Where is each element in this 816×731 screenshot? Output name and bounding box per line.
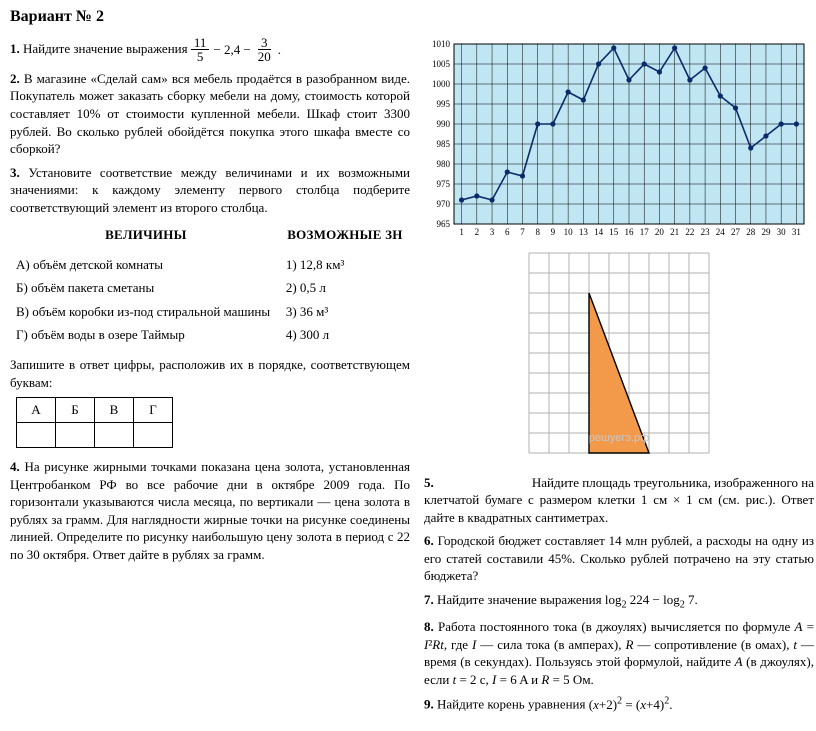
grid-header: В: [95, 398, 134, 423]
svg-text:970: 970: [437, 199, 451, 209]
q1-expression: 11 5 − 2,4 − 3 20 .: [191, 36, 281, 64]
q5-number: 5.: [424, 474, 434, 492]
svg-text:16: 16: [625, 227, 635, 237]
svg-text:29: 29: [761, 227, 771, 237]
q8: 8. Работа постоянного тока (в джоулях) в…: [424, 618, 814, 688]
grid-cell: [56, 423, 95, 448]
svg-text:9: 9: [551, 227, 556, 237]
q9-expression: (x+2)2 = (x+4)2.: [589, 697, 673, 712]
left-column: 1. Найдите значение выражения 11 5 − 2,4…: [10, 36, 410, 720]
q9-text: Найдите корень уравнения: [437, 697, 589, 712]
match-cell-right: 2) 0,5 л: [282, 277, 408, 299]
q7-text: Найдите значение выражения: [437, 592, 605, 607]
match-cell-left: Б) объём пакета сметаны: [12, 277, 280, 299]
q7-expression: log2 224 − log2 7.: [605, 592, 698, 607]
q1-frac2: 3 20: [255, 36, 274, 64]
q2-number: 2.: [10, 71, 24, 86]
q7: 7. Найдите значение выражения log2 224 −…: [424, 591, 814, 612]
svg-text:990: 990: [437, 119, 451, 129]
q6-text: Городской бюджет составляет 14 млн рубле…: [424, 533, 814, 583]
q3-number: 3.: [10, 165, 28, 180]
q1-text: Найдите значение выражения: [23, 41, 188, 56]
q2-text: В магазине «Сделай сам» вся мебель прода…: [10, 71, 410, 156]
svg-text:22: 22: [685, 227, 694, 237]
q7-number: 7.: [424, 592, 437, 607]
right-column: 9659709759809859909951000100510101236789…: [424, 36, 814, 720]
svg-text:1000: 1000: [432, 79, 451, 89]
svg-text:985: 985: [437, 139, 451, 149]
svg-text:980: 980: [437, 159, 451, 169]
svg-text:1005: 1005: [432, 59, 451, 69]
q2: 2. В магазине «Сделай сам» вся мебель пр…: [10, 70, 410, 158]
svg-text:965: 965: [437, 219, 451, 229]
q8-number: 8.: [424, 619, 438, 634]
q3-text: Установите соответствие между величинами…: [10, 165, 410, 215]
svg-text:7: 7: [520, 227, 525, 237]
q9: 9. Найдите корень уравнения (x+2)2 = (x+…: [424, 694, 814, 713]
match-table: ВЕЛИЧИНЫ ВОЗМОЖНЫЕ ЗН А) объём детской к…: [10, 222, 410, 348]
match-cell-left: В) объём коробки из-под стиральной машин…: [12, 301, 280, 323]
grid-header: Г: [134, 398, 173, 423]
q6: 6. Городской бюджет составляет 14 млн ру…: [424, 532, 814, 585]
svg-text:975: 975: [437, 179, 451, 189]
variant-title: Вариант № 2: [10, 6, 798, 28]
q5-tail: клетчатой бумаге с размером клетки 1 см …: [424, 491, 814, 526]
q4-number: 4.: [10, 459, 24, 474]
q4: 4. На рисунке жирными точками показана ц…: [10, 458, 410, 563]
page: Вариант № 2 1. Найдите значение выражени…: [0, 0, 816, 731]
svg-text:13: 13: [579, 227, 589, 237]
q5-text-start: Найдите площадь треугольника, изображенн…: [532, 474, 814, 492]
svg-text:1010: 1010: [432, 39, 451, 49]
chart-svg: 9659709759809859909951000100510101236789…: [424, 36, 814, 246]
svg-text:24: 24: [716, 227, 726, 237]
svg-text:21: 21: [670, 227, 679, 237]
q9-number: 9.: [424, 697, 437, 712]
after-table-note: Запишите в ответ цифры, расположив их в …: [10, 356, 410, 391]
triangle-figure: решуегэ.рф: [424, 252, 814, 470]
match-header-left: ВЕЛИЧИНЫ: [12, 224, 280, 252]
q3: 3. Установите соответствие между величин…: [10, 164, 410, 217]
svg-text:1: 1: [459, 227, 464, 237]
q1-frac1: 11 5: [191, 36, 210, 64]
svg-text:решуегэ.рф: решуегэ.рф: [589, 432, 649, 444]
svg-text:30: 30: [777, 227, 787, 237]
svg-text:2: 2: [475, 227, 480, 237]
grid-cell: [95, 423, 134, 448]
svg-text:17: 17: [640, 227, 650, 237]
gold-price-chart: 9659709759809859909951000100510101236789…: [424, 36, 814, 246]
svg-text:3: 3: [490, 227, 495, 237]
svg-text:28: 28: [746, 227, 756, 237]
svg-text:8: 8: [535, 227, 540, 237]
match-cell-left: Г) объём воды в озере Таймыр: [12, 324, 280, 346]
match-cell-right: 3) 36 м³: [282, 301, 408, 323]
svg-text:31: 31: [792, 227, 801, 237]
grid-header: Б: [56, 398, 95, 423]
svg-text:20: 20: [655, 227, 665, 237]
grid-cell: [17, 423, 56, 448]
q1-number: 1.: [10, 41, 23, 56]
match-header-right: ВОЗМОЖНЫЕ ЗН: [282, 224, 408, 252]
svg-text:15: 15: [609, 227, 619, 237]
grid-header: А: [17, 398, 56, 423]
match-cell-right: 4) 300 л: [282, 324, 408, 346]
grid-cell: [134, 423, 173, 448]
q4-text: На рисунке жирными точками показана цена…: [10, 459, 410, 562]
match-cell-left: А) объём детской комнаты: [12, 254, 280, 276]
answer-grid: АБВГ: [16, 397, 173, 448]
svg-text:995: 995: [437, 99, 451, 109]
svg-text:14: 14: [594, 227, 604, 237]
q5: 5. Найдите площадь треугольника, изображ…: [424, 474, 814, 492]
svg-text:6: 6: [505, 227, 510, 237]
q8-text-full: Работа постоянного тока (в джоулях) вычи…: [424, 619, 814, 687]
svg-text:27: 27: [731, 227, 741, 237]
q6-number: 6.: [424, 533, 438, 548]
triangle-svg: решуегэ.рф: [528, 252, 710, 470]
match-cell-right: 1) 12,8 км³: [282, 254, 408, 276]
svg-text:23: 23: [701, 227, 711, 237]
q1: 1. Найдите значение выражения 11 5 − 2,4…: [10, 36, 410, 64]
svg-text:10: 10: [564, 227, 574, 237]
